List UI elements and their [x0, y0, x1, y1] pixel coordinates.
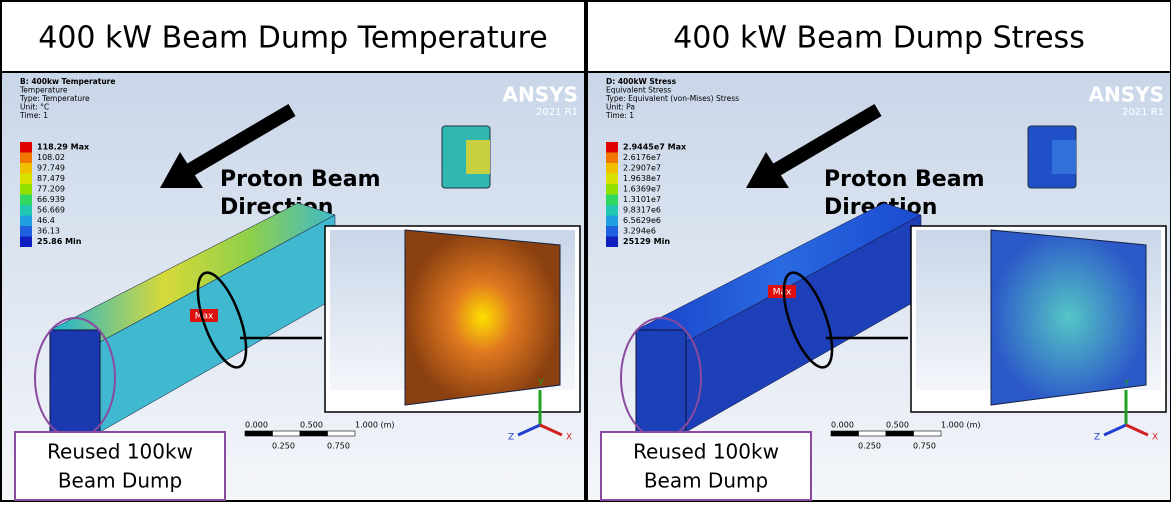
part-notch [1052, 140, 1076, 174]
axis-label: X [566, 433, 572, 443]
scale-segment [328, 431, 356, 436]
scale-label: 0.500 [300, 421, 323, 430]
scale-label: 1.000 (m) [941, 421, 980, 430]
legend-swatch [606, 237, 618, 248]
legend-swatch [20, 205, 32, 216]
legend-label: 9.8317e6 [623, 206, 661, 215]
version: 2021 R1 [536, 107, 578, 118]
direction-label: Proton Beam [220, 167, 381, 192]
legend-label: 1.9638e7 [623, 174, 661, 183]
legend-swatch [20, 142, 32, 153]
callout-text: Beam Dump [644, 469, 768, 493]
legend-swatch [606, 205, 618, 216]
logo: ANSYS [1088, 83, 1164, 107]
direction-label: Proton Beam [824, 167, 985, 192]
scale-segment [859, 431, 887, 436]
scale-label: 0.000 [245, 421, 268, 430]
scale-label: 0.000 [831, 421, 854, 430]
legend-label: 66.939 [37, 195, 65, 204]
legend-label: 36.13 [37, 227, 60, 236]
figure: 400 kW Beam Dump TemperatureB: 400kw Tem… [0, 0, 1171, 502]
legend-swatch [20, 174, 32, 185]
legend-label: 1.6369e7 [623, 185, 661, 194]
legend-swatch [20, 153, 32, 164]
legend-label: 87.479 [37, 174, 65, 183]
legend-swatch [606, 216, 618, 227]
legend-swatch [20, 195, 32, 206]
legend-swatch [20, 216, 32, 227]
legend-label: 2.9445e7 Max [623, 143, 687, 152]
scale-label: 0.500 [886, 421, 909, 430]
header-line: Time: 1 [19, 111, 48, 120]
panel-title: 400 kW Beam Dump Stress [673, 21, 1085, 56]
part-notch [466, 140, 490, 174]
max-marker: Max [195, 312, 214, 322]
scale-segment [273, 431, 301, 436]
legend-swatch [606, 153, 618, 164]
callout-text: Reused 100kw [633, 440, 779, 464]
legend-swatch [20, 226, 32, 237]
legend-label: 46.4 [37, 216, 55, 225]
legend-label: 97.749 [37, 164, 65, 173]
header-line: Time: 1 [605, 111, 634, 120]
legend-label: 108.02 [37, 153, 65, 162]
axis-label: Y [537, 379, 544, 389]
axis-label: X [1152, 433, 1158, 443]
legend-swatch [606, 174, 618, 185]
axis-label: Z [508, 433, 514, 443]
scale-segment [300, 431, 328, 436]
scale-segment [914, 431, 942, 436]
panel-title: 400 kW Beam Dump Temperature [38, 21, 548, 56]
legend-label: 118.29 Max [37, 143, 90, 152]
legend-label: 6.5629e6 [623, 216, 661, 225]
legend-label: 25.86 Min [37, 237, 82, 246]
axis-label: Y [1123, 379, 1130, 389]
legend-swatch [606, 184, 618, 195]
inset-part [991, 230, 1146, 405]
scale-label: 1.000 (m) [355, 421, 394, 430]
scale-segment [886, 431, 914, 436]
legend-swatch [606, 195, 618, 206]
legend-swatch [606, 226, 618, 237]
version: 2021 R1 [1122, 107, 1164, 118]
legend-label: 25129 Min [623, 237, 670, 246]
scale-label: 0.750 [913, 442, 936, 451]
legend-swatch [606, 163, 618, 174]
legend-label: 77.209 [37, 185, 65, 194]
max-marker: Max [773, 288, 792, 298]
legend-swatch [20, 163, 32, 174]
legend-label: 2.6176e7 [623, 153, 661, 162]
scale-label: 0.750 [327, 442, 350, 451]
beam-front [636, 330, 686, 432]
callout-text: Beam Dump [58, 469, 182, 493]
panel: 400 kW Beam Dump TemperatureB: 400kw Tem… [0, 1, 585, 501]
legend-label: 2.2907e7 [623, 164, 661, 173]
legend-label: 3.294e6 [623, 227, 656, 236]
legend-label: 1.3101e7 [623, 195, 661, 204]
legend-label: 56.669 [37, 206, 65, 215]
scale-segment [245, 431, 273, 436]
axis-label: Z [1094, 433, 1100, 443]
legend-swatch [20, 237, 32, 248]
logo: ANSYS [502, 83, 578, 107]
legend-swatch [20, 184, 32, 195]
scale-label: 0.250 [858, 442, 881, 451]
beam-front [50, 330, 100, 432]
scale-label: 0.250 [272, 442, 295, 451]
legend-swatch [606, 142, 618, 153]
callout-text: Reused 100kw [47, 440, 193, 464]
inset-part [405, 230, 560, 405]
scale-segment [831, 431, 859, 436]
